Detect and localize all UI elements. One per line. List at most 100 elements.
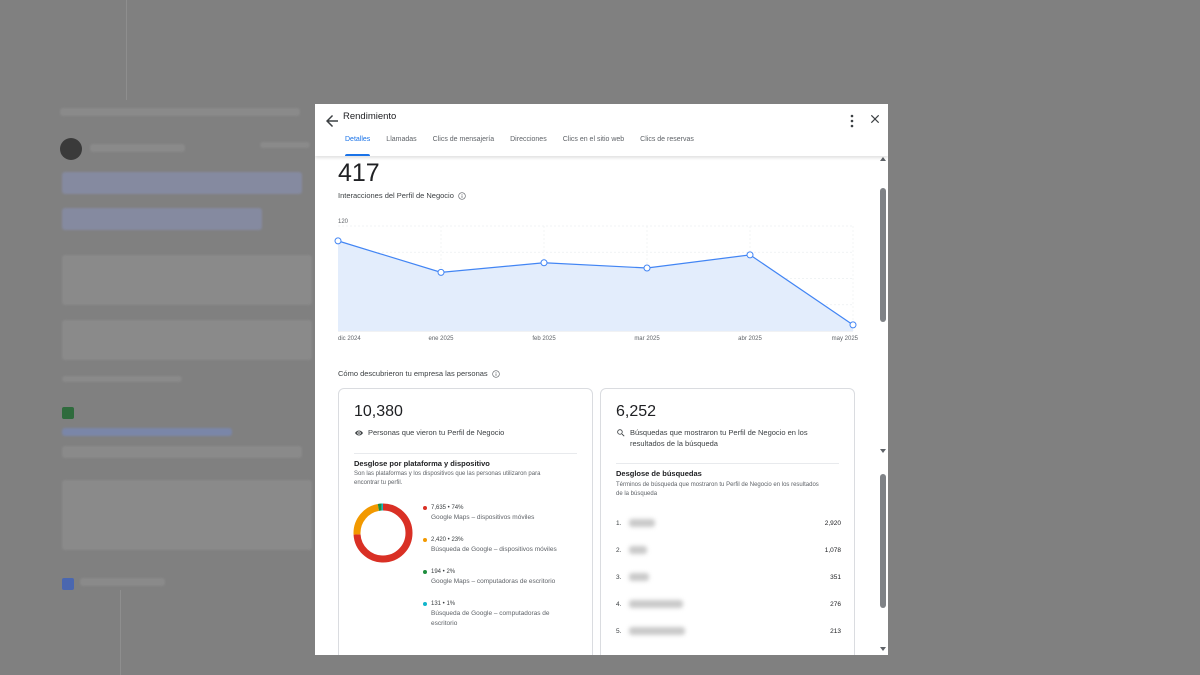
bg-blur <box>62 428 232 436</box>
tab-clics-reservas[interactable]: Clics de reservas <box>640 136 694 143</box>
discovery-heading: Cómo descubrieron tu empresa las persona… <box>338 369 488 378</box>
search-term-redacted <box>629 546 647 554</box>
x-tick-label: ene 2025 <box>428 336 454 342</box>
legend-label: Google Maps – computadoras de escritorio <box>431 578 556 585</box>
interactions-label: Interacciones del Perfil de Negocio <box>338 191 454 200</box>
search-term-count: 351 <box>830 574 841 581</box>
bg-blur <box>260 142 310 148</box>
search-breakdown-subtitle: Términos de búsqueda que mostraron tu Pe… <box>616 482 819 497</box>
tab-clics-mensajeria[interactable]: Clics de mensajería <box>432 136 495 143</box>
close-icon[interactable] <box>868 112 882 126</box>
series-line <box>337 240 854 326</box>
tab-detalles[interactable]: Detalles <box>337 136 378 156</box>
search-term-index: 5. <box>616 628 622 635</box>
x-tick-label: feb 2025 <box>532 336 556 342</box>
dialog-title: Rendimiento <box>343 111 397 122</box>
donut-slice <box>353 503 413 563</box>
interactions-total: 417 <box>338 159 380 187</box>
profile-views-card: 10,380 Personas que vieron tu Perfil de … <box>338 388 593 655</box>
search-breakdown-title: Desglose de búsquedas <box>616 469 702 478</box>
legend-value: 131 • 1% <box>431 601 456 607</box>
scrollbar-thumb[interactable] <box>880 474 886 608</box>
platform-legend: 7,635 • 74% Google Maps – dispositivos m… <box>423 503 583 641</box>
search-terms-list: 1. 2,920 2. 1,078 3. 351 4. 276 <box>616 517 841 652</box>
legend-value: 194 • 2% <box>431 569 456 575</box>
bg-blur <box>80 578 165 586</box>
y-tick-label: 120 <box>338 219 349 225</box>
legend-value: 2,420 • 23% <box>431 537 464 543</box>
legend-label: Google Maps – dispositivos móviles <box>431 514 535 521</box>
x-tick-label: mar 2025 <box>634 336 660 342</box>
search-term-row: 1. 2,920 <box>616 517 841 544</box>
interactions-label-row: Interacciones del Perfil de Negocio <box>338 191 466 200</box>
scroll-down-arrow-icon[interactable] <box>879 447 887 455</box>
divider <box>616 463 839 464</box>
search-term-redacted <box>629 573 649 581</box>
search-term-count: 2,920 <box>824 520 841 527</box>
data-point <box>334 237 342 245</box>
back-arrow-icon[interactable] <box>323 112 341 130</box>
tab-llamadas[interactable]: Llamadas <box>386 136 417 143</box>
scroll-up-arrow-icon[interactable] <box>879 155 887 163</box>
search-term-row: 4. 276 <box>616 598 841 625</box>
scrollbar-thumb[interactable] <box>880 188 886 322</box>
more-vert-icon[interactable] <box>846 112 858 130</box>
donut-slice <box>353 503 413 563</box>
legend-dot <box>423 570 427 574</box>
tab-clics-sitio-web[interactable]: Clics en el sitio web <box>562 136 625 143</box>
series-area <box>338 240 853 331</box>
bg-blur <box>62 376 182 382</box>
search-impressions-desc: Búsquedas que mostraron tu Perfil de Neg… <box>630 428 808 448</box>
x-tick-label: may 2025 <box>832 336 859 342</box>
bg-blur <box>62 255 312 305</box>
bg-icon <box>62 407 74 419</box>
platform-donut-chart <box>353 503 413 563</box>
legend-item: 131 • 1% Búsqueda de Google – computador… <box>423 599 583 629</box>
bg-divider <box>120 590 121 675</box>
search-term-row: 3. 351 <box>616 571 841 598</box>
search-term-index: 3. <box>616 574 622 581</box>
tab-direcciones[interactable]: Direcciones <box>510 136 547 143</box>
bg-blur <box>60 108 300 116</box>
bg-blur <box>62 320 312 360</box>
legend-dot <box>423 602 427 606</box>
legend-dot <box>423 506 427 510</box>
search-impressions-desc-row: Búsquedas que mostraron tu Perfil de Neg… <box>616 427 816 449</box>
search-term-redacted <box>629 627 685 635</box>
search-term-count: 276 <box>830 601 841 608</box>
info-icon[interactable] <box>458 191 466 200</box>
dialog-scrollbar[interactable] <box>877 155 887 655</box>
search-term-redacted <box>629 519 655 527</box>
profile-views-desc: Personas que vieron tu Perfil de Negocio <box>368 428 505 437</box>
search-impressions-card: 6,252 Búsquedas que mostraron tu Perfil … <box>600 388 855 655</box>
bg-avatar <box>60 138 82 160</box>
bg-blur <box>62 172 302 194</box>
data-point <box>849 321 857 329</box>
discovery-heading-row: Cómo descubrieron tu empresa las persona… <box>338 369 500 378</box>
bg-blur <box>62 480 312 550</box>
profile-views-number: 10,380 <box>354 403 403 420</box>
search-term-redacted <box>629 600 683 608</box>
legend-value: 7,635 • 74% <box>431 505 464 511</box>
profile-views-desc-row: Personas que vieron tu Perfil de Negocio <box>354 427 574 438</box>
info-icon[interactable] <box>491 369 500 378</box>
legend-item: 7,635 • 74% Google Maps – dispositivos m… <box>423 503 583 523</box>
data-point <box>540 259 548 267</box>
bg-blur <box>90 144 185 152</box>
search-term-row: 2. 1,078 <box>616 544 841 571</box>
eye-icon <box>355 430 363 436</box>
platform-breakdown-title: Desglose por plataforma y dispositivo <box>354 459 490 468</box>
x-tick-label: abr 2025 <box>738 336 762 342</box>
data-point <box>746 251 754 259</box>
bg-icon <box>62 578 74 590</box>
data-point <box>437 268 445 276</box>
bg-blur <box>62 446 302 458</box>
legend-label: Búsqueda de Google – dispositivos móvile… <box>431 546 557 553</box>
scroll-down-arrow-icon[interactable] <box>879 645 887 653</box>
legend-item: 194 • 2% Google Maps – computadoras de e… <box>423 567 583 587</box>
search-impressions-number: 6,252 <box>616 403 657 420</box>
dialog-content: 417 Interacciones del Perfil de Negocio … <box>315 156 877 655</box>
data-point <box>643 264 651 272</box>
legend-item: 2,420 • 23% Búsqueda de Google – disposi… <box>423 535 583 555</box>
